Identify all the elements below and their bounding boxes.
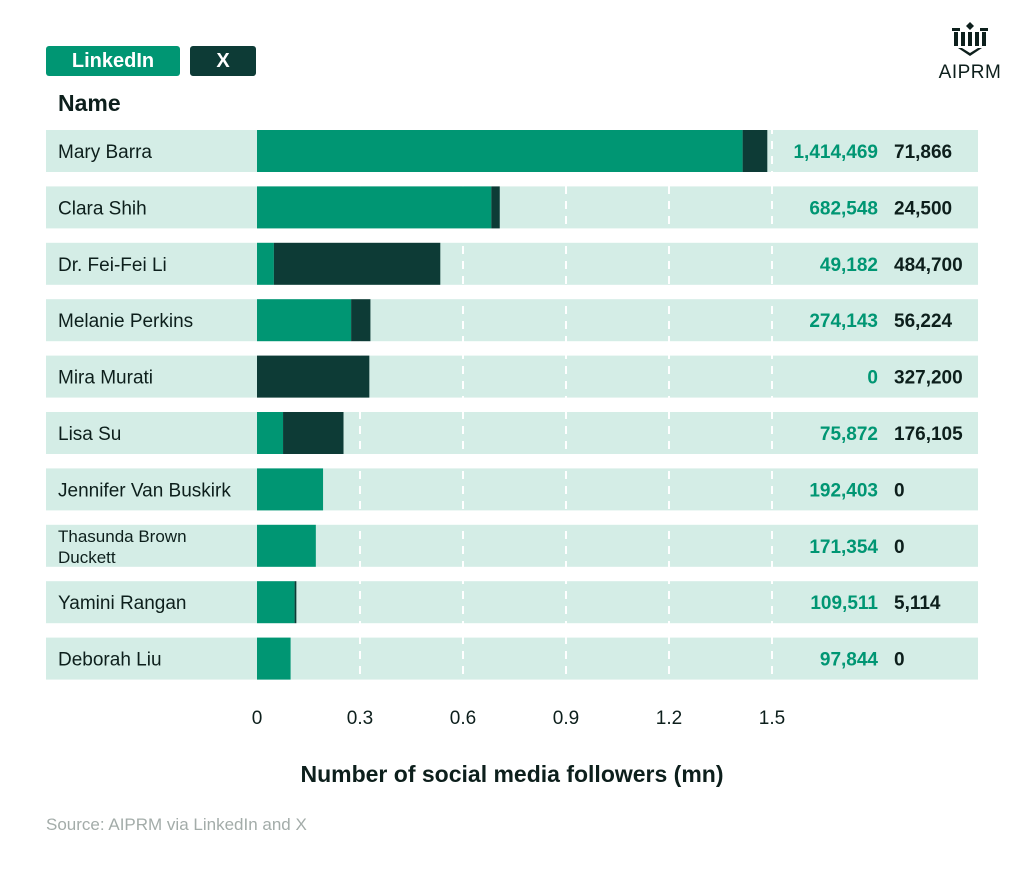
x-tick-label: 1.2 — [656, 708, 682, 729]
row-background — [46, 355, 978, 398]
data-label-x: 0 — [894, 480, 905, 501]
data-label-linkedin: 171,354 — [809, 537, 878, 558]
category-label: Lisa Su — [58, 424, 121, 445]
bar-x — [257, 355, 370, 398]
row-background — [46, 299, 978, 342]
bar-x — [742, 130, 768, 172]
bar-linkedin — [257, 130, 743, 172]
data-label-linkedin: 109,511 — [810, 593, 878, 614]
x-tick-label: 0.6 — [450, 708, 476, 729]
source-note: Source: AIPRM via LinkedIn and X — [46, 815, 307, 834]
row-background — [46, 581, 978, 624]
category-label: Clara Shih — [58, 198, 147, 219]
data-label-linkedin: 75,872 — [820, 424, 878, 445]
aiprm-logo-text: AIPRM — [938, 62, 1002, 83]
x-tick-label: 1.5 — [759, 708, 785, 729]
category-label: Thasunda Brown Duckett — [58, 527, 187, 567]
bar-x — [351, 299, 371, 342]
data-label-linkedin: 0 — [867, 368, 878, 389]
bar-linkedin — [257, 412, 284, 454]
data-label-x: 71,866 — [894, 142, 952, 163]
data-label-x: 0 — [894, 650, 905, 671]
data-label-linkedin: 97,844 — [820, 650, 879, 671]
data-label-x: 176,105 — [894, 424, 963, 445]
bar-linkedin — [257, 581, 295, 624]
bar-x — [294, 581, 297, 624]
category-label: Melanie Perkins — [58, 311, 193, 332]
bar-linkedin — [257, 468, 324, 511]
x-tick-label: 0.3 — [347, 708, 373, 729]
category-label: Deborah Liu — [58, 650, 162, 671]
aiprm-logo: AIPRM — [936, 22, 1004, 84]
data-label-linkedin: 1,414,469 — [793, 142, 878, 163]
data-label-x: 327,200 — [894, 368, 963, 389]
aiprm-logo-icon — [952, 22, 988, 56]
category-label: Yamini Rangan — [58, 593, 187, 614]
data-label-linkedin: 682,548 — [809, 198, 878, 219]
data-label-x: 0 — [894, 537, 905, 558]
data-label-linkedin: 49,182 — [820, 255, 878, 276]
x-tick-label: 0 — [252, 708, 263, 729]
bar-linkedin — [257, 637, 291, 680]
row-background — [46, 186, 978, 229]
data-label-x: 484,700 — [894, 255, 963, 276]
bar-linkedin — [257, 186, 492, 229]
data-label-x: 56,224 — [894, 311, 953, 332]
data-label-linkedin: 274,143 — [809, 311, 878, 332]
legend: LinkedIn X — [46, 46, 256, 76]
category-label: Mary Barra — [58, 142, 152, 163]
name-column-header: Name — [58, 90, 121, 116]
data-label-x: 24,500 — [894, 198, 952, 219]
category-label: Mira Murati — [58, 368, 153, 389]
bar-linkedin — [257, 299, 352, 342]
x-tick-label: 0.9 — [553, 708, 579, 729]
category-label: Dr. Fei-Fei Li — [58, 255, 167, 276]
row-background — [46, 637, 978, 680]
data-label-x: 5,114 — [894, 593, 941, 614]
bar-linkedin — [257, 242, 274, 285]
category-label: Jennifer Van Buskirk — [58, 480, 231, 501]
x-axis-title: Number of social media followers (mn) — [300, 761, 723, 787]
data-label-linkedin: 192,403 — [809, 480, 878, 501]
row-background — [46, 242, 978, 285]
row-background — [46, 412, 978, 454]
bar-linkedin — [257, 524, 316, 567]
row-background — [46, 524, 978, 567]
legend-linkedin: LinkedIn — [46, 46, 180, 76]
row-background — [46, 468, 978, 511]
bar-x — [491, 186, 500, 229]
stacked-bar-chart: Mary Barra 1,414,469 71,866 Clara Shih 682,5… — [46, 130, 978, 787]
bar-x — [273, 242, 441, 285]
bar-x — [283, 412, 344, 454]
legend-x: X — [190, 46, 256, 76]
